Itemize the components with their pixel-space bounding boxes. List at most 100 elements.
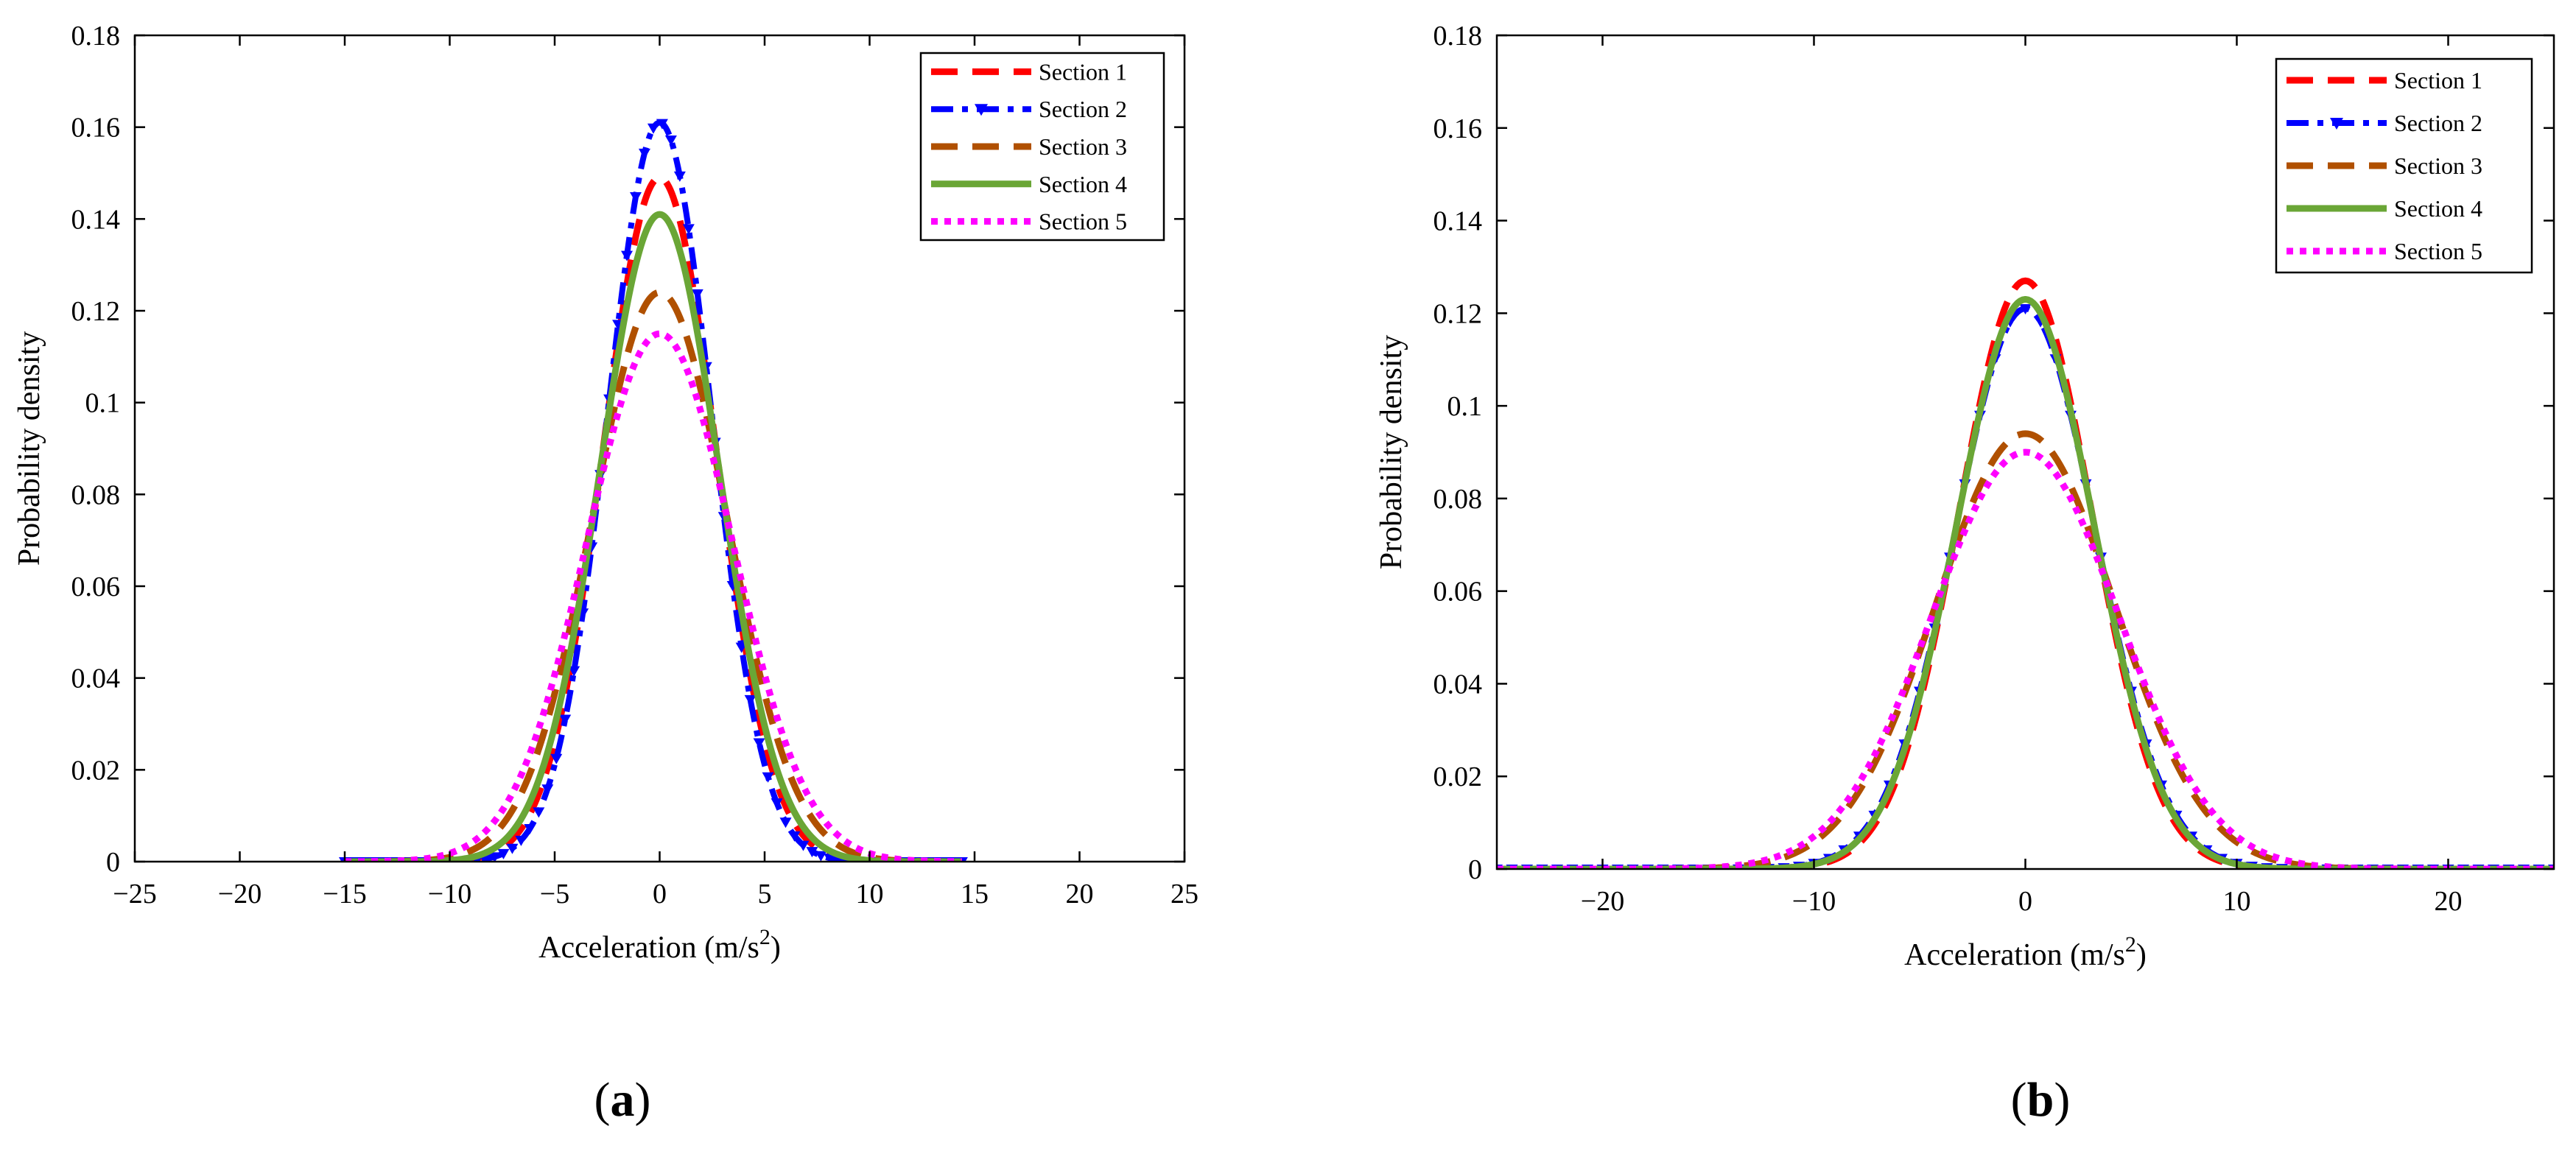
legend: Section 1 Section 2 Section 3 Section 4 Sect… <box>919 52 1165 242</box>
y-tick-label: 0 <box>106 847 120 878</box>
series-marker <box>2019 304 2032 315</box>
series-marker <box>664 135 677 146</box>
legend-label: Section 4 <box>2394 195 2482 222</box>
legend-box <box>2275 57 2533 274</box>
x-axis-label: Acceleration (m/s2) <box>538 925 781 965</box>
y-tick-label: 0.02 <box>71 755 121 786</box>
series-line-4 <box>343 211 964 862</box>
series-line-2 <box>1497 306 2554 869</box>
legend-label: Section 2 <box>1039 96 1127 122</box>
series-marker <box>779 817 792 828</box>
series-marker <box>621 250 634 261</box>
y-axis-label: Probability density <box>1375 335 1408 570</box>
x-tick-label: −25 <box>113 879 156 910</box>
series-marker <box>797 840 810 851</box>
series-line-2 <box>343 119 964 862</box>
series-line-1 <box>343 174 964 862</box>
y-axis-label: Probability density <box>13 331 46 566</box>
series-marker <box>682 224 695 235</box>
series-marker <box>488 852 501 862</box>
series-marker <box>568 666 580 677</box>
y-tick-label: 0.04 <box>71 664 121 694</box>
series-marker <box>541 784 554 795</box>
x-tick-label: 0 <box>653 879 667 910</box>
y-tick-label: 0.06 <box>1433 577 1483 608</box>
x-tick-label: 5 <box>758 879 772 910</box>
series-markers-2 <box>339 119 968 862</box>
series-marker <box>638 148 650 159</box>
y-tick-label: 0.12 <box>71 296 121 327</box>
series-line-4 <box>1497 295 2554 869</box>
x-tick-label: −15 <box>323 879 366 910</box>
series-line-3 <box>1497 430 2554 869</box>
series-line-3 <box>343 289 964 862</box>
legend-label: Section 2 <box>2394 110 2482 136</box>
series-marker <box>533 807 545 818</box>
legend-label: Section 3 <box>1039 133 1127 160</box>
x-tick-label: 10 <box>856 879 884 910</box>
series-line-1 <box>1497 277 2554 869</box>
series-marker <box>524 824 536 835</box>
y-tick-label: 0.04 <box>1433 669 1483 700</box>
x-tick-label: 20 <box>2435 886 2463 917</box>
y-tick-label: 0.1 <box>1447 391 1483 422</box>
series-marker <box>647 123 659 134</box>
y-tick-label: 0.14 <box>71 204 121 235</box>
y-tick-label: 0.16 <box>1433 113 1483 144</box>
legend-label: Section 1 <box>2394 67 2482 94</box>
y-tick-label: 0.1 <box>85 388 121 419</box>
series-marker <box>559 714 572 725</box>
legend-label: Section 3 <box>2394 152 2482 179</box>
y-tick-label: 0.12 <box>1433 298 1483 329</box>
y-tick-label: 0.02 <box>1433 761 1483 792</box>
legend-marker <box>2330 118 2343 130</box>
series-marker <box>771 798 783 809</box>
series-marker <box>497 848 510 859</box>
series-marker <box>753 738 765 749</box>
y-tick-label: 0 <box>1468 854 1482 885</box>
x-tick-label: 15 <box>961 879 989 910</box>
series-marker <box>762 772 774 783</box>
x-tick-label: −20 <box>218 879 262 910</box>
series-group <box>1497 277 2554 869</box>
series-marker <box>550 753 563 764</box>
y-tick-label: 0.18 <box>1433 21 1483 52</box>
series-marker <box>506 843 519 854</box>
x-tick-label: 20 <box>1066 879 1094 910</box>
x-tick-label: −10 <box>1792 886 1836 917</box>
legend-label: Section 5 <box>2394 238 2482 264</box>
chart-panel-a: −25 −20 −15 −10 −5 0 5 10 15 20 25 0 0.02 0.04 0.06 0.0… <box>13 21 1198 1127</box>
series-marker <box>673 171 686 182</box>
y-tick-label: 0.18 <box>71 21 121 52</box>
panel-label: (a) <box>594 1073 651 1127</box>
legend-label: Section 1 <box>1039 58 1127 85</box>
x-tick-label: −20 <box>1581 886 1624 917</box>
y-tick-label: 0.06 <box>71 571 121 602</box>
y-tick-label: 0.16 <box>71 113 121 144</box>
x-tick-label: −5 <box>540 879 569 910</box>
legend-marker <box>975 104 988 116</box>
legend-label: Section 5 <box>1039 208 1127 235</box>
legend: Section 1 Section 2 Section 3 Section 4 Sect… <box>2275 57 2533 274</box>
panel-label: (b) <box>2011 1073 2071 1127</box>
series-marker <box>630 192 642 203</box>
series-marker <box>656 119 668 130</box>
series-group <box>339 119 968 862</box>
y-tick-label: 0.08 <box>1433 484 1483 515</box>
series-marker <box>691 289 703 300</box>
x-tick-label: 10 <box>2223 886 2251 917</box>
series-marker <box>515 835 527 846</box>
x-tick-label: −10 <box>428 879 471 910</box>
x-tick-label: 0 <box>2018 886 2032 917</box>
chart-panel-b: −20 −10 0 10 20 0 0.02 0.04 0.06 0.08 0.1 0.12 0.14 0… <box>1375 21 2555 1127</box>
y-tick-label: 0.14 <box>1433 206 1483 237</box>
x-tick-label: 25 <box>1171 879 1198 910</box>
legend-box <box>919 52 1165 242</box>
series-line-5 <box>1497 448 2554 869</box>
series-marker <box>744 694 757 706</box>
legend-label: Section 4 <box>1039 171 1127 197</box>
series-marker <box>788 831 801 842</box>
x-axis-label: Acceleration (m/s2) <box>1904 932 2147 972</box>
series-markers-2 <box>1497 304 2554 869</box>
